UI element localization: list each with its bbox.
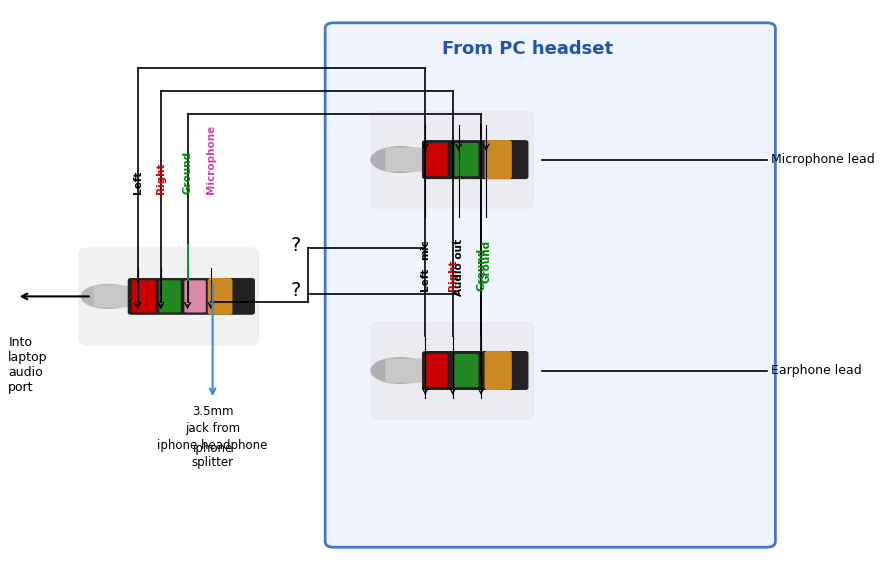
Text: Audio out: Audio out <box>454 239 463 296</box>
Text: Microphone lead: Microphone lead <box>771 153 875 166</box>
Text: Into
laptop
audio
port: Into laptop audio port <box>8 336 48 394</box>
FancyBboxPatch shape <box>423 352 528 389</box>
FancyBboxPatch shape <box>371 322 533 419</box>
FancyBboxPatch shape <box>486 141 511 178</box>
FancyBboxPatch shape <box>160 281 180 312</box>
FancyBboxPatch shape <box>371 111 533 208</box>
FancyBboxPatch shape <box>208 279 232 314</box>
FancyBboxPatch shape <box>455 355 478 386</box>
FancyBboxPatch shape <box>427 144 447 176</box>
Ellipse shape <box>371 147 430 172</box>
FancyBboxPatch shape <box>133 281 155 312</box>
Text: Microphone: Microphone <box>206 125 216 194</box>
FancyBboxPatch shape <box>427 355 447 386</box>
FancyBboxPatch shape <box>386 148 431 171</box>
Text: From PC headset: From PC headset <box>442 40 613 58</box>
Text: Left: Left <box>420 267 431 291</box>
FancyBboxPatch shape <box>455 144 478 176</box>
Text: Earphone lead: Earphone lead <box>771 364 862 377</box>
Text: 3.5mm
jack from
iphone headphone
splitter: 3.5mm jack from iphone headphone splitte… <box>158 405 268 469</box>
Text: mic: mic <box>420 239 431 260</box>
FancyBboxPatch shape <box>185 281 205 312</box>
Text: ?: ? <box>291 282 301 300</box>
Text: Ground: Ground <box>476 247 486 291</box>
Text: Left: Left <box>133 170 143 194</box>
FancyBboxPatch shape <box>94 286 135 307</box>
Ellipse shape <box>371 358 430 383</box>
Text: Ground: Ground <box>481 239 491 283</box>
FancyBboxPatch shape <box>79 248 259 345</box>
FancyBboxPatch shape <box>386 359 431 382</box>
FancyBboxPatch shape <box>128 279 254 314</box>
FancyBboxPatch shape <box>423 141 528 178</box>
Text: Ground: Ground <box>183 150 192 194</box>
Text: iphone: iphone <box>192 442 233 455</box>
Text: ?: ? <box>291 236 301 255</box>
Text: Right: Right <box>156 162 166 194</box>
FancyBboxPatch shape <box>325 23 775 547</box>
FancyBboxPatch shape <box>486 352 511 389</box>
Text: Right: Right <box>447 259 458 291</box>
Ellipse shape <box>82 284 136 308</box>
